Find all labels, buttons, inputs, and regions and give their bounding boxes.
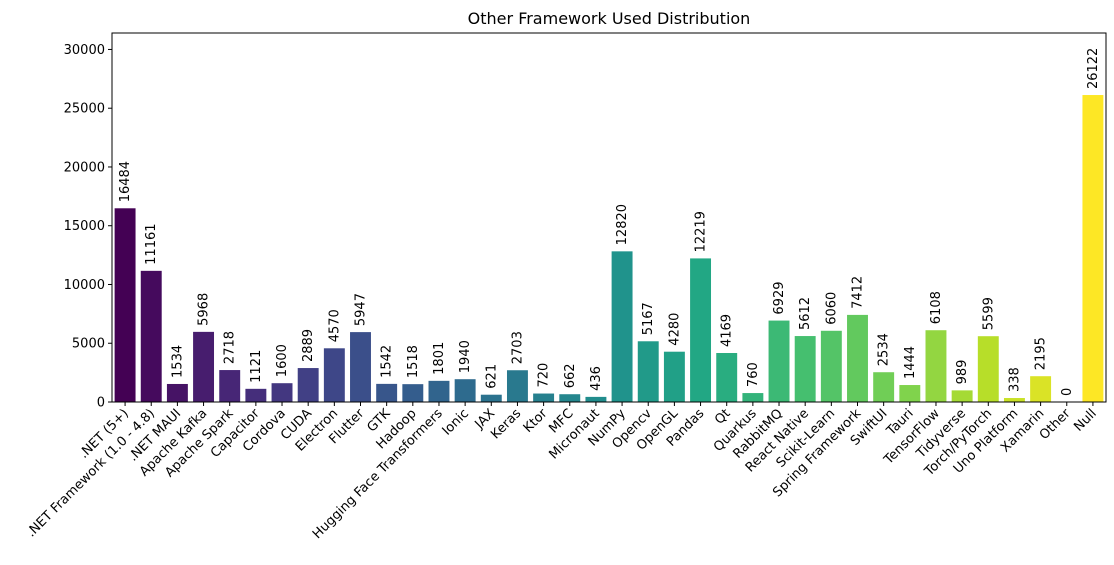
bar-torch-pytorch (977, 336, 999, 402)
data-label: 1518 (406, 345, 421, 378)
bar-apache-kafka (193, 331, 215, 402)
bar-hadoop (402, 384, 424, 402)
y-tick-label: 25000 (64, 102, 105, 117)
bar-opengl (663, 351, 685, 402)
bar-jax (480, 394, 502, 402)
y-tick-label: 0 (97, 396, 105, 411)
data-label: 1444 (903, 346, 918, 379)
bar-flutter (350, 332, 371, 402)
bar-electron (323, 348, 345, 402)
bar-tauri (899, 385, 921, 402)
bar-cordova (271, 383, 293, 402)
data-label: 5599 (981, 297, 996, 330)
bar-swiftui (873, 372, 895, 402)
data-label: 1600 (275, 344, 290, 377)
data-label: 621 (484, 364, 499, 389)
y-tick-label: 5000 (72, 337, 105, 352)
data-label: 5968 (197, 293, 212, 326)
y-tick-label: 10000 (64, 278, 105, 293)
y-tick-label: 30000 (64, 43, 105, 58)
bar-net-framework-1-0-4-8 (140, 270, 162, 402)
data-label: 12820 (615, 204, 630, 245)
bar-tensorflow (925, 330, 947, 402)
bar-opencv (637, 341, 659, 402)
bar-apache-spark (219, 370, 241, 402)
data-label: 989 (955, 360, 970, 385)
data-label: 4570 (327, 309, 342, 342)
x-tick-label: Keras (488, 406, 524, 442)
y-axis-ticks: 0 5000 10000 15000 20000 25000 30000 (64, 43, 112, 411)
bar-capacitor (245, 388, 267, 402)
bar-hugging-face-transformers (428, 380, 450, 402)
bars-group (114, 95, 1104, 402)
data-label: 1121 (249, 350, 264, 383)
x-tick-label: .NET Framework (1.0 - 4.8) (24, 406, 158, 540)
bar-quarkus (742, 393, 764, 402)
data-label: 4280 (667, 313, 682, 346)
data-label: 0 (1060, 388, 1075, 396)
bar-spring-framework (847, 314, 868, 402)
bar-pandas (690, 258, 712, 402)
chart-title: Other Framework Used Distribution (468, 9, 751, 28)
bar-net-maui (166, 383, 188, 402)
data-label: 26122 (1086, 48, 1101, 89)
bar-cuda (297, 368, 319, 402)
data-label: 2195 (1034, 337, 1049, 370)
bar-micronaut (585, 396, 607, 402)
data-label: 2534 (877, 333, 892, 366)
data-label: 5612 (798, 297, 813, 330)
bar-scikit-learn (820, 330, 842, 402)
bar-ionic (454, 379, 476, 402)
data-label: 1801 (432, 342, 447, 375)
data-label: 1534 (170, 345, 185, 378)
data-labels-group: 16484 11161 1534 5968 2718 1121 1600 2889 4570 59… (118, 48, 1101, 396)
bar-react-native (794, 336, 816, 402)
bar-gtk (376, 383, 398, 402)
data-label: 6108 (929, 291, 944, 324)
bar-net-5 (114, 208, 136, 402)
bar-qt (716, 353, 738, 402)
x-axis-ticks: .NET (5+).NET Framework (1.0 - 4.8).NET … (24, 402, 1100, 542)
x-tick-label: Ionic (440, 406, 472, 438)
bar-null (1082, 95, 1104, 402)
bar-numpy (611, 251, 633, 402)
data-label: 12219 (694, 211, 709, 252)
data-label: 1940 (458, 340, 473, 373)
data-label: 5947 (354, 293, 369, 326)
bar-xamarin (1030, 376, 1052, 402)
x-tick-label: Ktor (521, 406, 551, 436)
y-tick-label: 15000 (64, 219, 105, 234)
data-label: 4169 (720, 314, 735, 347)
data-label: 760 (746, 362, 761, 387)
data-label: 6929 (772, 281, 787, 314)
y-tick-label: 20000 (64, 160, 105, 175)
data-label: 720 (537, 363, 552, 388)
bar-rabbitmq (768, 320, 790, 402)
data-label: 11161 (144, 223, 159, 264)
data-label: 338 (1007, 367, 1022, 392)
x-tick-label: Null (1071, 406, 1099, 434)
data-label: 662 (563, 363, 578, 388)
data-label: 1542 (380, 345, 395, 378)
bar-tidyverse (951, 390, 973, 402)
data-label: 5167 (641, 302, 656, 335)
data-label: 2703 (510, 331, 525, 364)
data-label: 2889 (301, 329, 316, 362)
data-label: 16484 (118, 161, 133, 202)
bar-mfc (559, 394, 581, 402)
bar-ktor (533, 393, 555, 402)
bar-keras (506, 370, 528, 402)
data-label: 2718 (223, 331, 238, 364)
x-tick-label: Other (1037, 406, 1074, 443)
plot-frame (111, 32, 1107, 403)
data-label: 436 (589, 366, 604, 391)
data-label: 7412 (851, 276, 866, 309)
data-label: 6060 (824, 292, 839, 325)
bar-uno-platform (1003, 398, 1025, 402)
